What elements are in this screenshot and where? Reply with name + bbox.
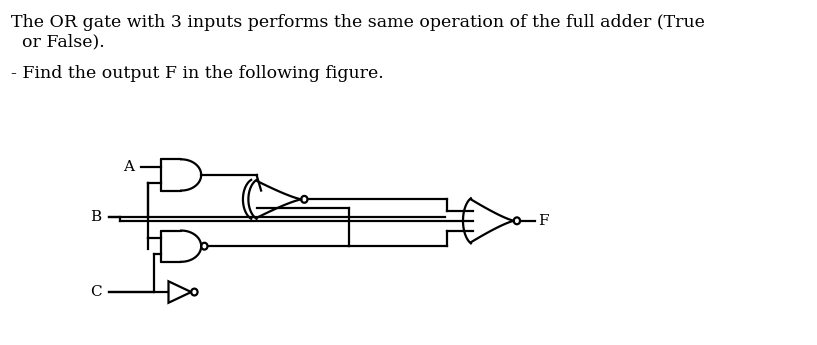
Text: - Find the output F in the following figure.: - Find the output F in the following fig… — [11, 65, 384, 82]
Text: F: F — [538, 214, 548, 228]
Circle shape — [201, 243, 208, 249]
Circle shape — [191, 289, 198, 295]
Circle shape — [514, 217, 520, 224]
Text: B: B — [90, 210, 101, 224]
Circle shape — [301, 196, 307, 203]
Text: A: A — [123, 160, 134, 174]
Text: The OR gate with 3 inputs performs the same operation of the full adder (True: The OR gate with 3 inputs performs the s… — [11, 14, 705, 31]
Text: or False).: or False). — [11, 33, 105, 50]
Text: C: C — [90, 285, 101, 299]
